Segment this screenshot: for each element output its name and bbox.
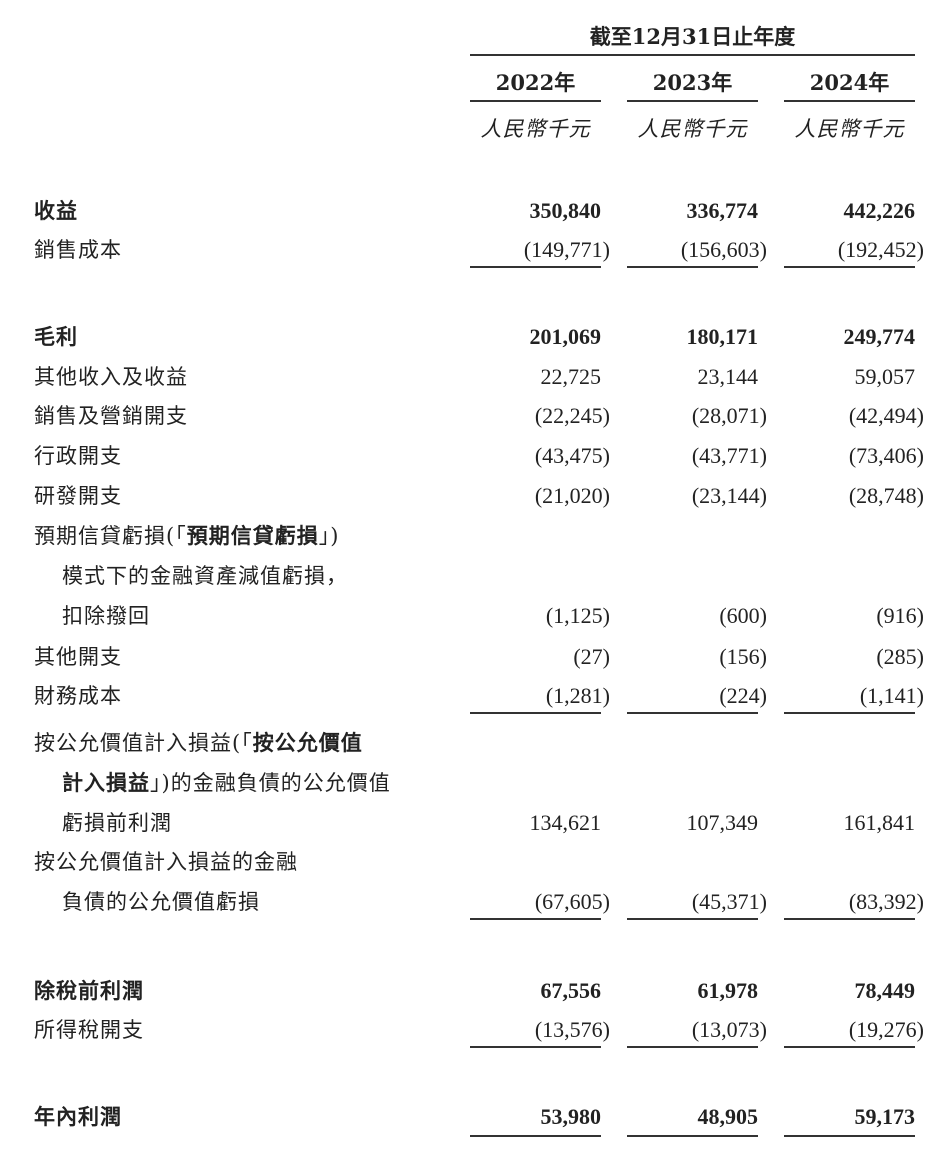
value-cell: (1,125) — [545, 603, 610, 628]
value-cell: (916) — [876, 603, 924, 628]
subtotal-underline — [627, 1135, 758, 1137]
value-cell: (192,452) — [837, 237, 924, 262]
row-label: 除稅前利潤 — [34, 978, 144, 1003]
value-cell: 442,226 — [843, 198, 916, 223]
row-label: 所得稅開支 — [34, 1018, 144, 1042]
value-cell: (28,748) — [848, 483, 924, 508]
value-cell: (13,073) — [691, 1017, 767, 1042]
row-label: 預期信貸虧損(「預期信貸虧損」) — [34, 523, 340, 548]
divider — [470, 100, 601, 102]
row-label: 虧損前利潤 — [62, 811, 172, 835]
row-label: 銷售及營銷開支 — [34, 404, 188, 428]
subtotal-underline — [627, 266, 758, 268]
value-cell: 180,171 — [686, 324, 759, 349]
row-label: 研發開支 — [34, 484, 122, 508]
subtotal-underline — [470, 918, 601, 920]
row-label: 其他開支 — [34, 645, 122, 669]
subtotal-underline — [627, 712, 758, 714]
row-label: 按公允價值計入損益(「按公允價值 — [34, 730, 363, 755]
value-cell: 350,840 — [529, 198, 602, 223]
year-header: 2023年 — [652, 70, 733, 95]
row-label: 計入損益」)的金融負債的公允價值 — [62, 770, 391, 795]
subtotal-underline — [470, 712, 601, 714]
row-label: 其他收入及收益 — [34, 365, 188, 389]
value-cell: 61,978 — [697, 978, 759, 1003]
value-cell: (156,603) — [680, 237, 767, 262]
value-cell: (1,281) — [545, 683, 610, 708]
value-cell: (149,771) — [523, 237, 610, 262]
value-cell: 59,173 — [854, 1104, 916, 1129]
divider — [627, 100, 758, 102]
value-cell: (19,276) — [848, 1017, 924, 1042]
period-header: 截至12月31日止年度 — [589, 24, 796, 49]
row-label: 行政開支 — [34, 444, 122, 468]
value-cell: (43,475) — [534, 443, 610, 468]
value-cell: (27) — [573, 644, 610, 669]
value-cell: (83,392) — [848, 889, 924, 914]
value-cell: (285) — [876, 644, 924, 669]
value-cell: 48,905 — [697, 1104, 759, 1129]
divider — [784, 100, 915, 102]
value-cell: (67,605) — [534, 889, 610, 914]
value-cell: (45,371) — [691, 889, 767, 914]
subtotal-underline — [784, 1046, 915, 1048]
divider — [470, 54, 915, 56]
subtotal-underline — [784, 918, 915, 920]
row-label: 財務成本 — [34, 684, 122, 708]
value-cell: (73,406) — [848, 443, 924, 468]
row-label: 負債的公允價值虧損 — [62, 890, 260, 914]
year-header: 2022年 — [495, 70, 576, 95]
row-label: 銷售成本 — [34, 238, 122, 262]
unit-label: 人民幣千元 — [480, 117, 591, 141]
row-label: 收益 — [34, 198, 78, 223]
unit-label: 人民幣千元 — [794, 117, 905, 141]
value-cell: 22,725 — [540, 364, 602, 389]
value-cell: (1,141) — [859, 683, 924, 708]
value-cell: 249,774 — [843, 324, 916, 349]
subtotal-underline — [784, 1135, 915, 1137]
year-header: 2024年 — [809, 70, 890, 95]
value-cell: (22,245) — [534, 403, 610, 428]
unit-label: 人民幣千元 — [637, 117, 748, 141]
subtotal-underline — [470, 266, 601, 268]
row-label: 毛利 — [34, 324, 78, 349]
row-label: 按公允價值計入損益的金融 — [34, 850, 298, 874]
value-cell: (21,020) — [534, 483, 610, 508]
value-cell: 59,057 — [854, 364, 916, 389]
value-cell: (43,771) — [691, 443, 767, 468]
row-label: 年內利潤 — [34, 1104, 122, 1129]
subtotal-underline — [627, 918, 758, 920]
subtotal-underline — [627, 1046, 758, 1048]
value-cell: (23,144) — [691, 483, 767, 508]
row-label: 扣除撥回 — [62, 604, 150, 628]
value-cell: (156) — [719, 644, 767, 669]
value-cell: 161,841 — [843, 810, 916, 835]
value-cell: (42,494) — [848, 403, 924, 428]
value-cell: 134,621 — [529, 810, 602, 835]
value-cell: 67,556 — [540, 978, 602, 1003]
value-cell: 23,144 — [697, 364, 759, 389]
value-cell: 201,069 — [529, 324, 602, 349]
value-cell: (28,071) — [691, 403, 767, 428]
value-cell: 107,349 — [686, 810, 759, 835]
row-label: 模式下的金融資產減值虧損， — [62, 564, 348, 588]
value-cell: (13,576) — [534, 1017, 610, 1042]
subtotal-underline — [470, 1135, 601, 1137]
subtotal-underline — [470, 1046, 601, 1048]
value-cell: 78,449 — [854, 978, 916, 1003]
value-cell: 53,980 — [540, 1104, 602, 1129]
subtotal-underline — [784, 266, 915, 268]
value-cell: (600) — [719, 603, 767, 628]
value-cell: (224) — [719, 683, 767, 708]
value-cell: 336,774 — [686, 198, 759, 223]
subtotal-underline — [784, 712, 915, 714]
